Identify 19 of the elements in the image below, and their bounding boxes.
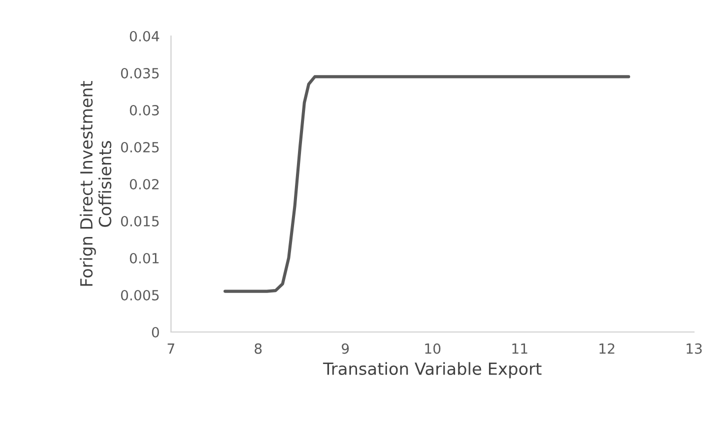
y-tick-label: 0.01 [130,252,159,264]
y-tick-label: 0.02 [130,178,158,190]
y-tick-label: 0.025 [121,142,159,152]
x-tick-label: 12 [600,343,614,354]
x-tick-label: 11 [512,344,528,354]
y-tick-label: 0 [152,326,159,338]
y-tick-label: 0.035 [121,68,159,78]
y-tick-label: 0.03 [130,104,159,116]
x-axis-title: Transation Variable Export [323,362,542,378]
y-axis-title: Forign Direct Investment Coffisients [80,81,112,286]
x-tick-label: 10 [425,343,440,354]
x-tick-label: 13 [686,343,702,354]
y-tick-label: 0.005 [121,290,159,300]
y-tick-label: 0.015 [121,216,159,226]
y-tick-label: 0.04 [130,30,160,42]
x-tick-label: 7 [168,344,174,354]
line-series [224,75,630,293]
x-tick-label: 9 [342,343,349,354]
x-tick-label: 8 [254,343,262,354]
